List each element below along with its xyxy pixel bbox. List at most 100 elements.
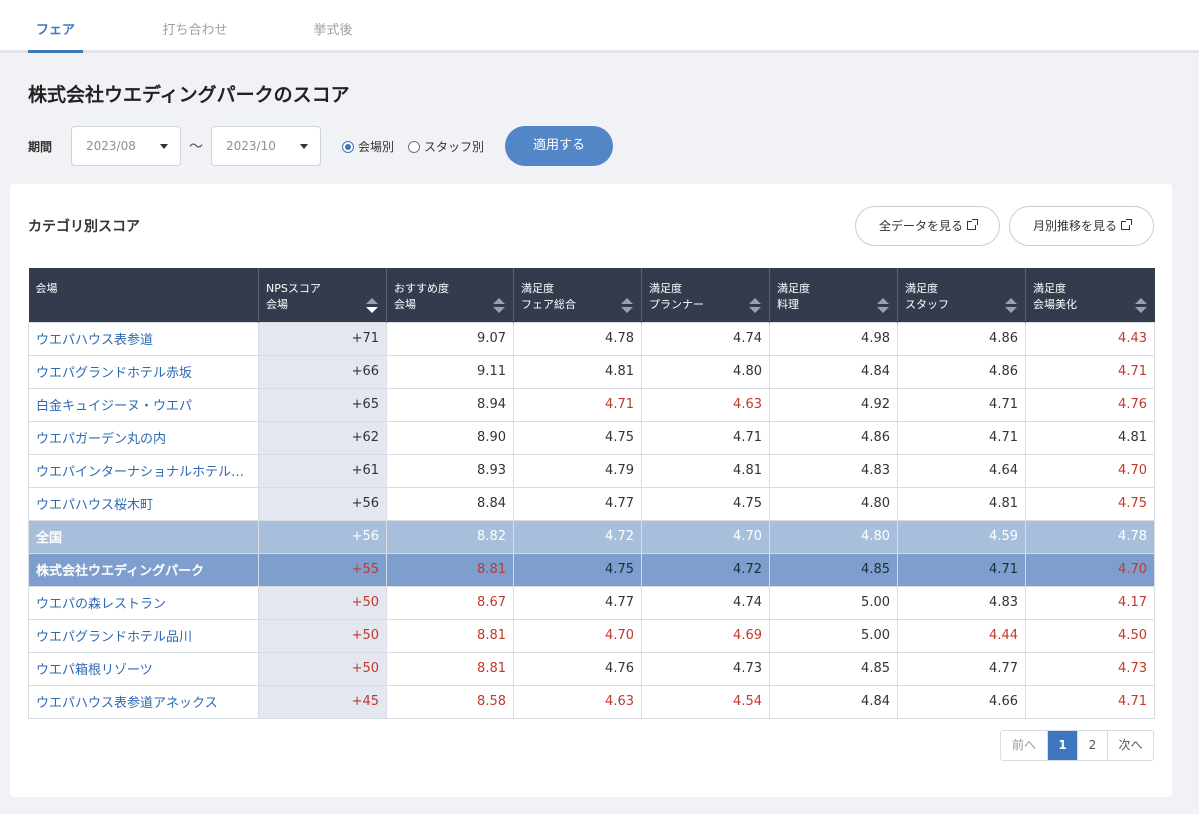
- table-row: ウエパの森レストラン +50 8.67 4.77 4.74 5.00 4.83 4.17: [28, 585, 1155, 620]
- score-cell-nps-venue: +61: [258, 453, 387, 488]
- column-header-sublabel: 会場: [394, 298, 416, 311]
- score-cell-nps-venue: +65: [258, 387, 387, 422]
- venue-name-link[interactable]: ウエパ箱根リゾーツ: [28, 651, 259, 686]
- score-cell-satisfaction-planner: 4.69: [641, 618, 770, 653]
- column-header-nps-venue[interactable]: NPSスコア 会場: [258, 268, 387, 322]
- view-all-data-label: 全データを見る: [878, 219, 963, 233]
- score-cell-satisfaction-food: 4.80: [769, 519, 898, 554]
- tab-fair[interactable]: フェア: [28, 0, 83, 53]
- venue-name-link[interactable]: ウエパグランドホテル品川: [28, 618, 259, 653]
- sort-down-icon: [493, 306, 505, 313]
- score-cell-nps-venue: +62: [258, 420, 387, 455]
- caret-down-icon: [300, 144, 308, 149]
- score-cell-nps-venue: +50: [258, 651, 387, 686]
- score-cell-satisfaction-staff: 4.83: [897, 585, 1026, 620]
- score-cell-satisfaction-staff: 4.71: [897, 552, 1026, 587]
- sort-icon[interactable]: [366, 297, 378, 314]
- tab-meeting[interactable]: 打ち合わせ: [162, 23, 228, 38]
- column-header-sublabel: フェア総合: [521, 298, 576, 311]
- score-cell-satisfaction-staff: 4.66: [897, 684, 1026, 719]
- sort-up-icon: [749, 297, 761, 304]
- score-cell-recommend-venue: 9.07: [386, 321, 514, 356]
- score-cell-satisfaction-fair: 4.71: [513, 387, 642, 422]
- column-header-satisfaction-food[interactable]: 満足度 料理: [769, 268, 898, 322]
- next-page-button[interactable]: 次へ: [1107, 731, 1153, 760]
- column-header-satisfaction-cleanliness[interactable]: 満足度 会場美化: [1025, 268, 1155, 322]
- column-header-satisfaction-planner[interactable]: 満足度 プランナー: [641, 268, 770, 322]
- radio-checked-icon: [342, 140, 354, 153]
- score-cell-satisfaction-fair: 4.81: [513, 354, 642, 389]
- table-row: ウエパハウス桜木町 +56 8.84 4.77 4.75 4.80 4.81 4.75: [28, 486, 1155, 521]
- score-cell-satisfaction-food: 4.85: [769, 651, 898, 686]
- score-cell-satisfaction-cleanliness: 4.73: [1025, 651, 1155, 686]
- score-cell-recommend-venue: 8.90: [386, 420, 514, 455]
- score-cell-satisfaction-food: 5.00: [769, 585, 898, 620]
- column-header-label: 満足度: [905, 282, 938, 295]
- page-2-button[interactable]: 2: [1077, 731, 1107, 760]
- sort-icon[interactable]: [621, 297, 633, 314]
- venue-name-link[interactable]: ウエパインターナショナルホテル東京ベイ: [28, 453, 259, 488]
- score-cell-satisfaction-planner: 4.80: [641, 354, 770, 389]
- score-cell-satisfaction-staff: 4.71: [897, 420, 1026, 455]
- column-header-label: 満足度: [777, 282, 810, 295]
- score-cell-nps-venue: +56: [258, 519, 387, 554]
- table-row: ウエパ箱根リゾーツ +50 8.81 4.76 4.73 4.85 4.77 4.73: [28, 651, 1155, 686]
- sort-icon[interactable]: [1134, 297, 1147, 314]
- score-cell-satisfaction-cleanliness: 4.17: [1025, 585, 1155, 620]
- score-cell-satisfaction-planner: 4.63: [641, 387, 770, 422]
- score-cell-recommend-venue: 8.81: [386, 552, 514, 587]
- table-row: ウエパインターナショナルホテル東京ベイ +61 8.93 4.79 4.81 4.83 4.…: [28, 453, 1155, 488]
- venue-name-link[interactable]: ウエパグランドホテル赤坂: [28, 354, 259, 389]
- column-header-sublabel: 会場美化: [1033, 298, 1077, 311]
- score-cell-satisfaction-food: 4.83: [769, 453, 898, 488]
- venue-name-link[interactable]: 白金キュイジーヌ・ウエパ: [28, 387, 259, 422]
- score-cell-nps-venue: +71: [258, 321, 387, 356]
- score-cell-satisfaction-food: 4.92: [769, 387, 898, 422]
- score-cell-recommend-venue: 8.81: [386, 651, 514, 686]
- sort-icon[interactable]: [1005, 297, 1017, 314]
- sort-icon[interactable]: [749, 297, 761, 314]
- top-tab-bar: フェア 打ち合わせ 挙式後: [0, 0, 1199, 53]
- apply-button[interactable]: 適用する: [505, 126, 613, 166]
- column-header-recommend-venue[interactable]: おすすめ度 会場: [386, 268, 514, 322]
- radio-by-venue[interactable]: 会場別: [342, 138, 394, 155]
- score-table: 会場 NPSスコア 会場 おすすめ度 会場 満足度 フェア総合 満足度 プランナー 満足度 料理 満足…: [28, 268, 1155, 719]
- column-header-sublabel: 料理: [777, 298, 799, 311]
- external-link-icon: [1121, 219, 1132, 230]
- score-cell-recommend-venue: 8.84: [386, 486, 514, 521]
- score-cell-satisfaction-food: 5.00: [769, 618, 898, 653]
- score-cell-satisfaction-planner: 4.71: [641, 420, 770, 455]
- sort-up-icon: [1005, 297, 1017, 304]
- venue-name-link[interactable]: ウエパハウス表参道: [28, 321, 259, 356]
- page-1-button[interactable]: 1: [1047, 731, 1077, 760]
- score-cell-satisfaction-planner: 4.74: [641, 585, 770, 620]
- column-header-satisfaction-staff[interactable]: 満足度 スタッフ: [897, 268, 1026, 322]
- venue-name-link[interactable]: ウエパハウス表参道アネックス: [28, 684, 259, 719]
- score-cell-recommend-venue: 8.94: [386, 387, 514, 422]
- period-from-select[interactable]: 2023/08: [71, 126, 181, 166]
- prev-page-button[interactable]: 前へ: [1011, 738, 1036, 752]
- score-cell-satisfaction-fair: 4.79: [513, 453, 642, 488]
- table-header-row: 会場 NPSスコア 会場 おすすめ度 会場 満足度 フェア総合 満足度 プランナー 満足度 料理 満足…: [28, 268, 1155, 322]
- venue-name-link[interactable]: ウエパガーデン丸の内: [28, 420, 259, 455]
- sort-icon[interactable]: [877, 297, 889, 314]
- period-to-select[interactable]: 2023/10: [211, 126, 321, 166]
- venue-name-link[interactable]: ウエパの森レストラン: [28, 585, 259, 620]
- score-cell-satisfaction-planner: 4.74: [641, 321, 770, 356]
- table-row: ウエパハウス表参道アネックス +45 8.58 4.63 4.54 4.84 4.66 4.7…: [28, 684, 1155, 719]
- column-header-satisfaction-fair[interactable]: 満足度 フェア総合: [513, 268, 642, 322]
- column-header-label: おすすめ度: [394, 282, 449, 295]
- column-header-venue: 会場: [28, 268, 259, 322]
- radio-by-staff[interactable]: スタッフ別: [408, 138, 484, 155]
- score-cell-satisfaction-food: 4.84: [769, 684, 898, 719]
- view-monthly-trend-button[interactable]: 月別推移を見る: [1009, 206, 1154, 246]
- venue-name-link[interactable]: ウエパハウス桜木町: [28, 486, 259, 521]
- sort-icon[interactable]: [493, 297, 505, 314]
- tab-after-ceremony[interactable]: 挙式後: [313, 23, 353, 38]
- period-separator: ～: [189, 139, 203, 155]
- table-row: ウエパガーデン丸の内 +62 8.90 4.75 4.71 4.86 4.71 4.81: [28, 420, 1155, 455]
- period-from-value: 2023/08: [86, 139, 136, 153]
- score-cell-satisfaction-cleanliness: 4.76: [1025, 387, 1155, 422]
- view-all-data-button[interactable]: 全データを見る: [855, 206, 1000, 246]
- sort-up-icon: [621, 297, 633, 304]
